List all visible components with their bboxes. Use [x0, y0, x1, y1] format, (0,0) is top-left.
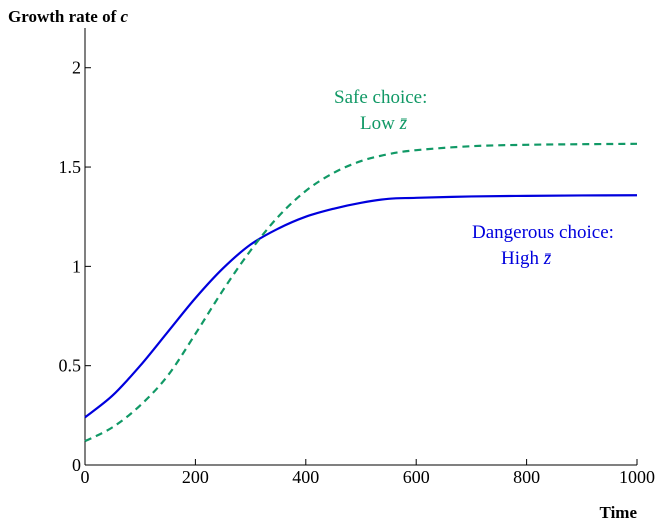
x-tick-label: 0	[81, 467, 90, 487]
y-tick-label: 1.5	[59, 157, 82, 177]
annotation-dangerous-line1: Dangerous choice:	[472, 222, 614, 243]
annotation-safe-var: z̄	[399, 113, 408, 134]
annotation-safe-line2: Low z̄	[360, 113, 408, 134]
x-tick-label: 400	[292, 467, 319, 487]
y-tick-label: 0.5	[59, 356, 82, 376]
series-line-dangerous	[84, 194, 638, 419]
axes	[84, 28, 637, 466]
x-tick-label: 200	[182, 467, 209, 487]
y-axis-title-var: c	[121, 7, 129, 26]
y-axis-title-prefix: Growth rate of	[8, 7, 121, 26]
annotation-dangerous-prefix: High	[501, 248, 544, 269]
x-tick-label: 600	[403, 467, 430, 487]
x-axis-title: Time	[600, 503, 638, 522]
y-axis-title: Growth rate of c	[8, 7, 129, 26]
x-tick-label: 1000	[619, 467, 655, 487]
x-tick-label: 800	[513, 467, 540, 487]
annotation-safe-line1: Safe choice:	[334, 87, 427, 108]
y-tick-label: 0	[72, 455, 81, 475]
annotation-dangerous-var: z̄	[543, 248, 552, 269]
y-tick-label: 2	[72, 58, 81, 78]
series-line-safe	[84, 142, 638, 443]
annotation-dangerous-line2: High z̄	[501, 248, 552, 269]
series-group	[84, 142, 638, 443]
ticks: 0 200 400 600 800 1000 0 0.5 1 1.5 2	[59, 58, 656, 487]
y-tick-label: 1	[72, 256, 81, 276]
annotation-safe-prefix: Low	[360, 113, 400, 134]
